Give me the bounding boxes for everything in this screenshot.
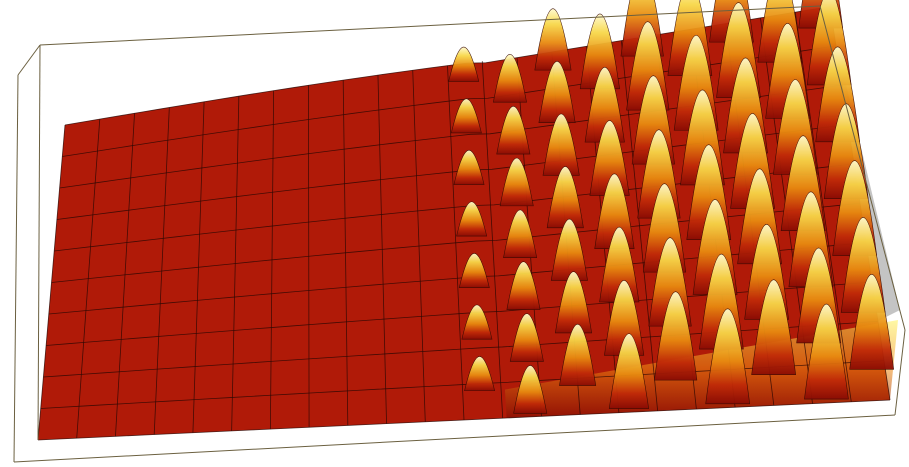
peak bbox=[449, 47, 479, 81]
peak bbox=[535, 9, 571, 70]
surface-plot bbox=[0, 0, 909, 467]
box-edge bbox=[895, 330, 905, 415]
box-edge bbox=[38, 45, 40, 440]
page: {"chart_data": {"type": "surface"}} (() … bbox=[0, 0, 909, 467]
surface bbox=[38, 0, 898, 440]
box-edge bbox=[18, 45, 40, 75]
box-edge bbox=[14, 75, 18, 462]
